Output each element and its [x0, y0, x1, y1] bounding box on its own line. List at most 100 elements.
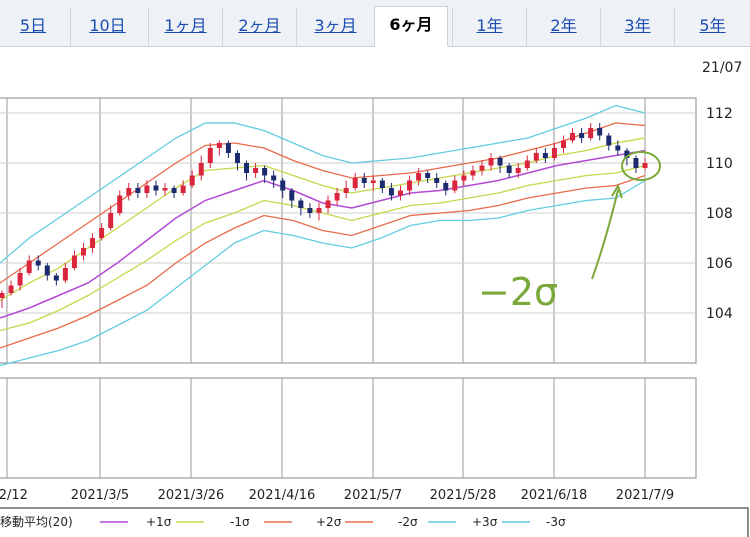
candle	[388, 188, 394, 196]
candle	[234, 153, 240, 163]
candle	[452, 180, 458, 191]
tab-10d[interactable]: 10日	[70, 8, 144, 46]
candle	[560, 140, 566, 148]
moving-average-20	[0, 149, 646, 319]
candle	[189, 175, 195, 186]
candle	[35, 260, 41, 266]
candle	[397, 190, 403, 196]
tab-3m[interactable]: 3ヶ月	[296, 8, 374, 46]
indicator-panel-frame	[0, 377, 697, 479]
candle	[524, 160, 530, 168]
candle	[126, 188, 132, 196]
y-tick-label: 110	[706, 156, 733, 172]
header-date: 21/07	[702, 60, 743, 76]
candle	[606, 135, 612, 146]
y-tick-label: 108	[706, 206, 733, 222]
candle	[352, 178, 358, 188]
band-minus3-sigma	[0, 179, 646, 367]
candle	[53, 275, 59, 281]
candle	[443, 183, 449, 191]
candle	[597, 128, 603, 136]
candle	[180, 185, 186, 193]
x-tick-label: 2021/6/18	[521, 488, 588, 503]
candle	[90, 238, 96, 248]
tab-6m[interactable]: 6ヶ月	[374, 6, 448, 47]
candle	[642, 163, 648, 168]
legend-label: -2σ	[398, 515, 418, 529]
candle	[425, 173, 431, 178]
x-tick-label: 2021/3/26	[158, 488, 225, 503]
period-tab-bar: 5日 10日 1ヶ月 2ヶ月 3ヶ月 6ヶ月 1年 2年 3年 5年	[0, 0, 750, 47]
candle	[225, 143, 231, 153]
candle	[615, 145, 621, 151]
tab-1y[interactable]: 1年	[452, 8, 526, 46]
x-tick-label: 2021/5/28	[430, 488, 497, 503]
candle	[0, 293, 5, 298]
annotation-label: −2σ	[478, 270, 558, 314]
candle	[542, 153, 548, 158]
candle	[198, 163, 204, 176]
legend-label: +2σ	[316, 515, 342, 529]
candle	[26, 260, 32, 273]
candle	[253, 168, 259, 173]
candle	[515, 168, 521, 173]
candle	[289, 190, 295, 201]
candle	[470, 170, 476, 176]
candle	[171, 188, 177, 193]
candle	[271, 175, 277, 181]
candle	[81, 248, 87, 256]
candle	[216, 143, 222, 148]
candle	[551, 148, 557, 158]
candle	[334, 193, 340, 201]
legend-label: 移動平均(20)	[0, 515, 73, 529]
band-minus1-sigma	[0, 164, 646, 332]
band-plus2-sigma	[0, 122, 646, 284]
candle	[44, 265, 50, 276]
tab-3y[interactable]: 3年	[600, 8, 674, 46]
y-tick-label: 104	[706, 306, 733, 322]
candle	[17, 273, 23, 286]
x-tick-label: 2021/5/7	[344, 488, 402, 503]
candle	[570, 133, 576, 141]
candle	[307, 208, 313, 213]
candle	[244, 163, 250, 173]
candle	[633, 158, 639, 168]
tab-1m[interactable]: 1ヶ月	[148, 8, 222, 46]
y-tick-label: 112	[706, 106, 733, 122]
candle	[497, 158, 503, 166]
candle	[62, 268, 68, 281]
candle	[488, 158, 494, 166]
candle	[434, 178, 440, 183]
candle	[361, 178, 367, 183]
tab-2m[interactable]: 2ヶ月	[222, 8, 296, 46]
candle	[379, 180, 385, 188]
candle	[461, 175, 467, 181]
candle	[207, 148, 213, 163]
candle	[153, 185, 159, 191]
candle	[99, 228, 105, 238]
legend-label: +1σ	[146, 515, 172, 529]
y-tick-label: 106	[706, 256, 733, 272]
tab-2y[interactable]: 2年	[526, 8, 600, 46]
candle	[506, 165, 512, 173]
candle	[343, 188, 349, 193]
candle	[117, 195, 123, 213]
x-tick-label: 1/2/12	[0, 488, 28, 503]
candle	[370, 180, 376, 183]
candle	[479, 165, 485, 171]
candle	[624, 150, 630, 158]
candle	[533, 153, 539, 161]
candle	[416, 173, 422, 181]
candle	[588, 128, 594, 138]
x-tick-label: 2021/3/5	[71, 488, 129, 503]
tab-5d[interactable]: 5日	[19, 16, 47, 35]
x-tick-label: 2021/4/16	[249, 488, 316, 503]
legend-label: +3σ	[472, 515, 498, 529]
candle	[8, 285, 14, 293]
candle	[135, 188, 141, 193]
annotation-arrowhead	[611, 183, 623, 199]
tab-5y[interactable]: 5年	[674, 8, 750, 46]
candle	[144, 185, 150, 193]
candle	[325, 200, 331, 208]
